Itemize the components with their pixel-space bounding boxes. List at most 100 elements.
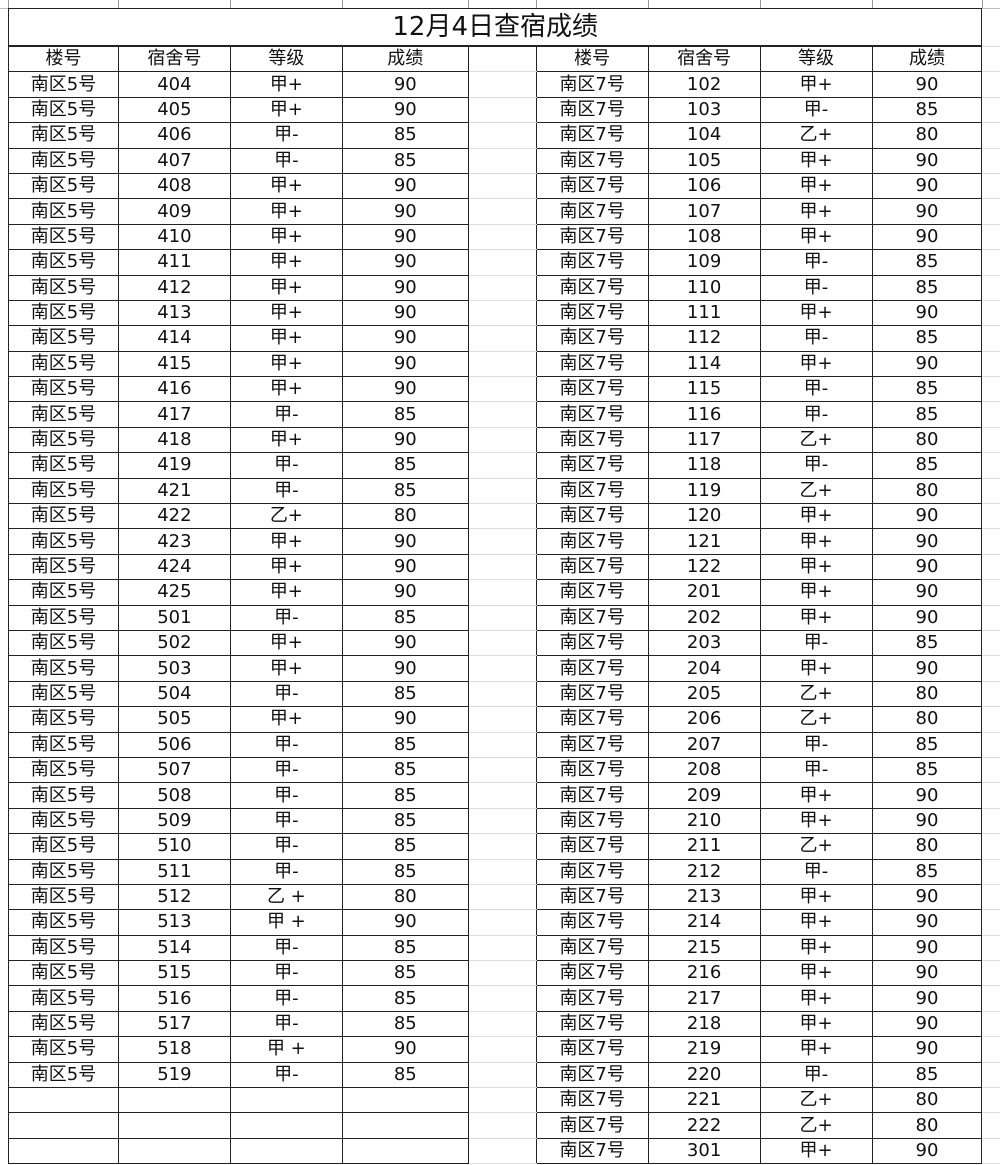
right-score-cell[interactable]: 85 (871, 756, 983, 784)
cell[interactable] (981, 732, 1000, 758)
left-building-cell[interactable]: 南区5号 (8, 934, 119, 962)
cell[interactable] (467, 883, 537, 911)
right-room-cell[interactable]: 213 (647, 883, 761, 911)
left-building-cell[interactable]: 南区5号 (8, 604, 119, 631)
header-building[interactable]: 楼号 (535, 45, 649, 73)
left-building-cell[interactable]: 南区5号 (8, 274, 119, 301)
left-building-cell[interactable]: 南区5号 (8, 198, 119, 225)
left-room-cell[interactable]: 504 (117, 680, 231, 708)
right-score-cell[interactable]: 90 (871, 1010, 983, 1038)
cell[interactable] (467, 147, 537, 174)
left-grade-cell[interactable]: 甲- (229, 477, 343, 505)
left-room-cell[interactable]: 503 (117, 655, 231, 682)
right-grade-cell[interactable]: 甲+ (759, 198, 873, 225)
cell[interactable] (467, 71, 537, 98)
left-building-cell[interactable]: 南区5号 (8, 960, 119, 987)
cell[interactable] (467, 249, 537, 276)
right-building-cell[interactable]: 南区7号 (535, 858, 649, 885)
right-grade-cell[interactable]: 乙+ (759, 1112, 873, 1139)
right-room-cell[interactable]: 208 (647, 756, 761, 784)
right-score-cell[interactable]: 85 (871, 731, 983, 758)
left-grade-cell[interactable]: 甲- (229, 934, 343, 962)
cell[interactable] (467, 934, 537, 962)
left-building-cell[interactable]: 南区5号 (8, 1010, 119, 1038)
right-room-cell[interactable]: 105 (647, 147, 761, 174)
left-building-cell[interactable]: 南区5号 (8, 833, 119, 860)
cell[interactable] (467, 528, 537, 555)
right-room-cell[interactable]: 117 (647, 426, 761, 454)
right-grade-cell[interactable]: 甲- (759, 401, 873, 428)
right-score-cell[interactable]: 85 (871, 96, 983, 124)
right-building-cell[interactable]: 南区7号 (535, 604, 649, 631)
right-building-cell[interactable]: 南区7号 (535, 223, 649, 251)
empty-cell[interactable] (229, 1137, 343, 1165)
cell[interactable] (981, 173, 1000, 200)
cell[interactable] (981, 122, 1000, 149)
right-grade-cell[interactable]: 乙+ (759, 833, 873, 860)
right-score-cell[interactable]: 90 (871, 350, 983, 378)
cell[interactable] (467, 198, 537, 225)
left-score-cell[interactable]: 80 (341, 883, 469, 911)
right-grade-cell[interactable]: 甲- (759, 249, 873, 276)
right-grade-cell[interactable]: 甲+ (759, 223, 873, 251)
left-grade-cell[interactable]: 甲- (229, 122, 343, 149)
right-building-cell[interactable]: 南区7号 (535, 553, 649, 581)
cell[interactable] (467, 731, 537, 758)
right-building-cell[interactable]: 南区7号 (535, 401, 649, 428)
left-building-cell[interactable]: 南区5号 (8, 71, 119, 98)
cell[interactable] (467, 706, 537, 733)
cell[interactable] (981, 275, 1000, 301)
left-score-cell[interactable]: 80 (341, 503, 469, 530)
right-score-cell[interactable]: 85 (871, 629, 983, 657)
left-grade-cell[interactable]: 甲+ (229, 528, 343, 555)
right-building-cell[interactable]: 南区7号 (535, 147, 649, 174)
left-room-cell[interactable]: 501 (117, 604, 231, 631)
left-room-cell[interactable]: 406 (117, 122, 231, 149)
left-score-cell[interactable]: 90 (341, 96, 469, 124)
right-room-cell[interactable]: 216 (647, 960, 761, 987)
left-grade-cell[interactable]: 甲- (229, 680, 343, 708)
right-building-cell[interactable]: 南区7号 (535, 1112, 649, 1139)
right-room-cell[interactable]: 201 (647, 579, 761, 606)
right-room-cell[interactable]: 112 (647, 325, 761, 352)
right-score-cell[interactable]: 90 (871, 172, 983, 200)
left-room-cell[interactable]: 507 (117, 756, 231, 784)
cell[interactable] (981, 224, 1000, 251)
left-room-cell[interactable]: 511 (117, 858, 231, 885)
left-building-cell[interactable]: 南区5号 (8, 756, 119, 784)
cell[interactable] (467, 1137, 537, 1165)
cell[interactable] (981, 97, 1000, 124)
right-score-cell[interactable]: 80 (871, 706, 983, 733)
cell[interactable] (467, 223, 537, 251)
left-score-cell[interactable]: 85 (341, 680, 469, 708)
left-score-cell[interactable]: 85 (341, 147, 469, 174)
left-room-cell[interactable]: 414 (117, 325, 231, 352)
cell[interactable] (467, 1087, 537, 1114)
cell[interactable] (981, 935, 1000, 962)
cell[interactable] (981, 833, 1000, 860)
left-score-cell[interactable]: 90 (341, 426, 469, 454)
right-building-cell[interactable]: 南区7号 (535, 1061, 649, 1089)
left-grade-cell[interactable]: 甲 + (229, 909, 343, 936)
right-score-cell[interactable]: 80 (871, 1087, 983, 1114)
cell[interactable] (981, 71, 1000, 98)
left-building-cell[interactable]: 南区5号 (8, 122, 119, 149)
cell[interactable] (467, 503, 537, 530)
right-grade-cell[interactable]: 甲- (759, 325, 873, 352)
right-grade-cell[interactable]: 甲- (759, 858, 873, 885)
left-grade-cell[interactable]: 甲- (229, 452, 343, 479)
empty-cell[interactable] (117, 1137, 231, 1165)
left-grade-cell[interactable]: 甲- (229, 756, 343, 784)
cell[interactable] (467, 756, 537, 784)
right-room-cell[interactable]: 116 (647, 401, 761, 428)
left-building-cell[interactable]: 南区5号 (8, 680, 119, 708)
right-building-cell[interactable]: 南区7号 (535, 299, 649, 327)
left-grade-cell[interactable]: 甲- (229, 731, 343, 758)
left-building-cell[interactable]: 南区5号 (8, 985, 119, 1012)
cell[interactable] (981, 427, 1000, 454)
left-score-cell[interactable]: 85 (341, 1061, 469, 1089)
cell[interactable] (467, 782, 537, 809)
left-grade-cell[interactable]: 甲+ (229, 71, 343, 98)
left-score-cell[interactable]: 85 (341, 452, 469, 479)
right-score-cell[interactable]: 90 (871, 198, 983, 225)
